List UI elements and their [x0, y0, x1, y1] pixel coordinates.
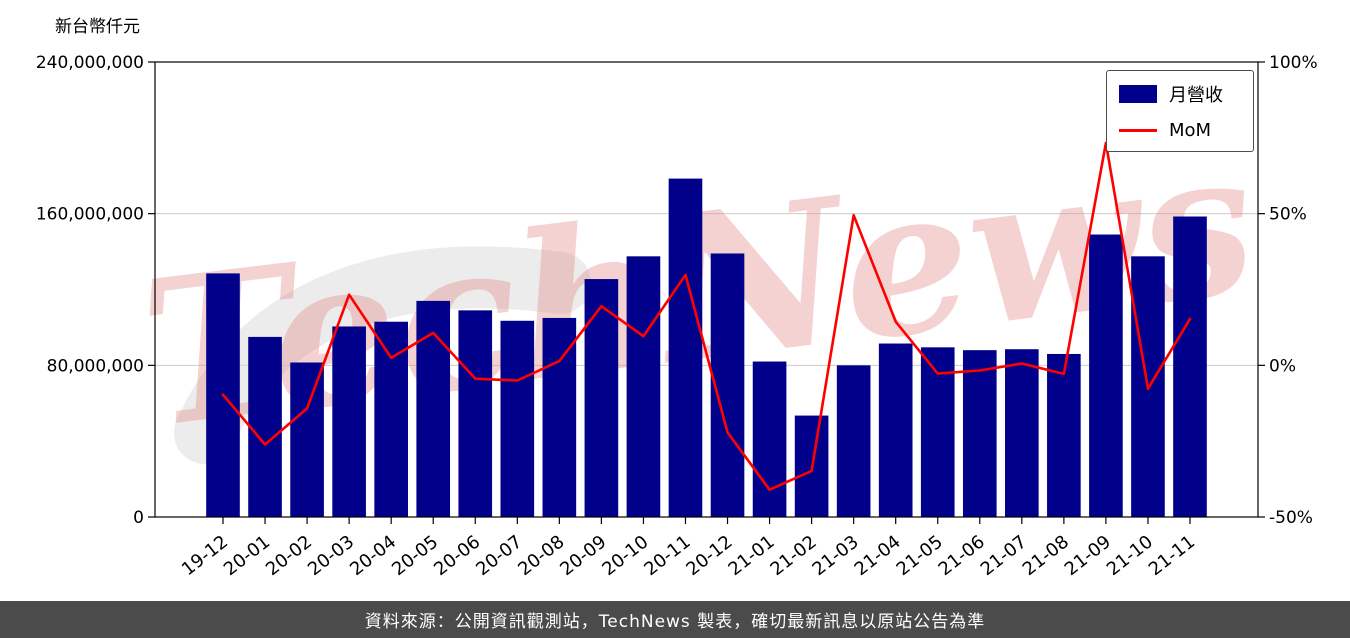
x-tick-label: 20-07: [472, 531, 526, 580]
x-tick-label: 21-03: [809, 531, 863, 580]
x-tick-label: 20-11: [640, 531, 694, 580]
bar-20-12: [710, 253, 745, 518]
legend-line-label: MoM: [1169, 120, 1212, 141]
bar-20-11: [668, 178, 703, 517]
x-tick-label: 21-01: [724, 531, 778, 580]
y-right-tick-label: 0%: [1269, 356, 1296, 376]
y-left-tick-label: 160,000,000: [36, 205, 144, 225]
bar-20-05: [416, 300, 451, 518]
x-tick-label: 21-10: [1103, 531, 1157, 580]
x-tick-label: 21-06: [935, 531, 989, 580]
x-tick-label: 20-12: [682, 531, 736, 580]
mom-polyline: [221, 141, 1192, 492]
bar-21-04: [878, 343, 913, 517]
bar-20-06: [458, 310, 493, 517]
bar-21-09: [1089, 234, 1123, 517]
x-tick-label: 20-06: [430, 531, 484, 580]
x-tick-label: 20-01: [220, 531, 274, 580]
bar-21-01: [752, 361, 787, 517]
legend-line-swatch: [1119, 129, 1157, 132]
legend-bar-swatch: [1119, 85, 1157, 103]
x-tick-label: 21-02: [767, 531, 821, 580]
bar-20-01: [248, 336, 282, 517]
legend: 月營收 MoM: [1106, 70, 1254, 152]
legend-item-mom: MoM: [1119, 120, 1241, 141]
bar-20-10: [626, 256, 661, 517]
x-tick-label: 21-04: [851, 531, 905, 580]
bar-20-02: [290, 362, 324, 517]
bar-20-07: [500, 320, 535, 517]
x-tick-label: 20-10: [598, 531, 652, 580]
mom-line: [221, 141, 1192, 492]
y-axis-unit-label: 新台幣仟元: [55, 17, 140, 37]
x-tick-label: 21-07: [977, 531, 1031, 580]
x-tick-label: 20-08: [514, 531, 568, 580]
bar-20-08: [542, 317, 577, 517]
plot-border: [154, 61, 1259, 518]
bar-20-04: [374, 321, 408, 517]
revenue-bars: [206, 178, 1207, 518]
x-tick-label: 20-03: [304, 531, 358, 580]
legend-item-revenue: 月營收: [1119, 81, 1241, 107]
bar-20-03: [332, 326, 366, 517]
x-tick-label: 21-05: [893, 531, 947, 580]
y-left-tick-label: 0: [133, 508, 144, 528]
bar-21-03: [836, 365, 871, 517]
x-tick-label: 20-04: [346, 531, 400, 580]
x-tick-label: 21-08: [1019, 531, 1073, 580]
bar-21-11: [1173, 216, 1207, 517]
x-tick-label: 20-02: [262, 531, 316, 580]
bar-21-08: [1047, 353, 1081, 517]
y-left-tick-label: 80,000,000: [47, 356, 144, 376]
y-right-tick-label: 50%: [1269, 205, 1307, 225]
source-footer: 資料來源：公開資訊觀測站，TechNews 製表，確切最新訊息以原站公告為準: [0, 601, 1350, 638]
bar-21-06: [962, 350, 997, 517]
legend-bar-label: 月營收: [1169, 85, 1223, 106]
x-tick-label: 20-05: [388, 531, 442, 580]
y-right-tick-label: -50%: [1269, 508, 1313, 528]
bar-21-07: [1005, 349, 1039, 517]
x-tick-label: 19-12: [178, 531, 232, 580]
y-left-tick-label: 240,000,000: [36, 53, 144, 73]
x-tick-label: 21-09: [1061, 531, 1115, 580]
x-tick-label: 21-11: [1145, 531, 1199, 580]
bar-21-05: [920, 347, 955, 517]
x-tick-label: 20-09: [556, 531, 610, 580]
y-right-tick-label: 100%: [1269, 53, 1318, 73]
